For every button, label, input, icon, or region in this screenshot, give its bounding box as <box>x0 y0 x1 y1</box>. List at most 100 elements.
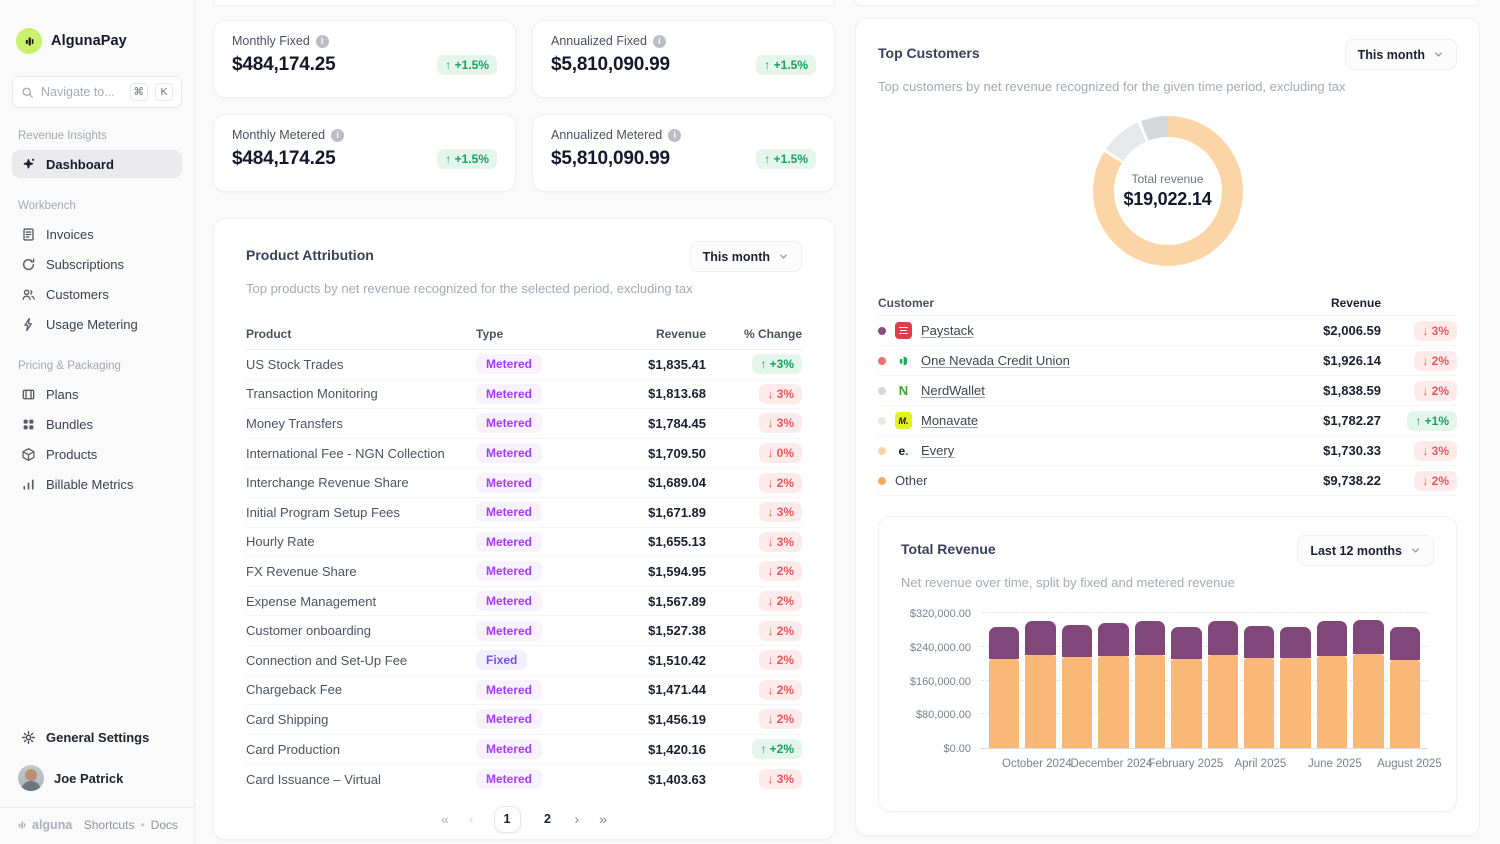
bar-chart-plot <box>981 612 1428 749</box>
stat-card-monthly-fixed: Monthly Fixed i $484,174.25 ↑ +1.5% <box>213 20 516 98</box>
main-content: Monthly Fixed i $484,174.25 ↑ +1.5% Annualiz… <box>195 0 1500 844</box>
change-badge: ↓ 2% <box>759 591 802 612</box>
type-badge: Metered <box>476 620 543 641</box>
left-column: Monthly Fixed i $484,174.25 ↑ +1.5% Annualiz… <box>213 0 835 844</box>
nav-section-label-revenue-insights: Revenue Insights <box>18 130 107 142</box>
product-revenue: $1,567.89 <box>648 593 706 609</box>
customer-row: One Nevada Credit Union $1,926.14 ↓ 2% <box>878 346 1457 376</box>
first-page-button[interactable]: « <box>441 811 449 828</box>
last-page-button[interactable]: » <box>599 811 607 828</box>
bar-february-2025 <box>1171 626 1202 748</box>
product-name: Initial Program Setup Fees <box>246 504 400 520</box>
type-badge: Metered <box>476 443 543 464</box>
x-axis-tick: October 2024 <box>1002 758 1072 770</box>
monavate-logo: M. <box>895 412 912 429</box>
customer-name[interactable]: NerdWallet <box>921 383 985 398</box>
total-revenue-period-dropdown[interactable]: Last 12 months <box>1297 535 1434 566</box>
stat-value: $5,810,090.99 <box>551 54 670 75</box>
stat-label: Monthly Metered <box>232 128 326 142</box>
product-revenue: $1,655.13 <box>648 534 706 550</box>
type-badge: Metered <box>476 769 543 790</box>
table-row: US Stock Trades Metered $1,835.41 ↑ +3% <box>246 350 802 380</box>
customer-name[interactable]: One Nevada Credit Union <box>921 353 1070 368</box>
table-row: Customer onboarding Metered $1,527.38 ↓ 2% <box>246 616 802 646</box>
sidebar-item-general-settings[interactable]: General Settings <box>12 723 182 751</box>
customer-name[interactable]: Monavate <box>921 413 979 428</box>
box-icon <box>20 386 36 402</box>
refresh-icon <box>20 256 36 272</box>
product-revenue: $1,671.89 <box>648 504 706 520</box>
product-revenue: $1,510.42 <box>648 652 706 668</box>
product-name: Card Shipping <box>246 711 329 727</box>
table-row: Transaction Monitoring Metered $1,813.68 ↓ … <box>246 380 802 410</box>
search-box[interactable]: ⌘ K <box>12 76 182 108</box>
footer-dot: • <box>140 818 145 832</box>
table-row: Initial Program Setup Fees Metered $1,671.… <box>246 498 802 528</box>
total-revenue-card: Total Revenue Last 12 months Net revenue… <box>878 516 1457 812</box>
user-name: Joe Patrick <box>54 770 124 786</box>
every-logo: e. <box>895 442 912 459</box>
page-button-2[interactable]: 2 <box>544 812 551 827</box>
chevron-down-icon <box>1435 52 1442 57</box>
top-customers-period-dropdown[interactable]: This month <box>1344 39 1457 70</box>
next-page-button[interactable]: › <box>574 811 580 828</box>
sidebar-item-billable-metrics[interactable]: Billable Metrics <box>12 470 182 498</box>
settings-label: General Settings <box>46 729 150 745</box>
x-axis-tick: February 2025 <box>1148 758 1224 770</box>
sidebar-item-usage-metering[interactable]: Usage Metering <box>12 310 182 338</box>
stat-label: Annualized Fixed <box>551 34 647 48</box>
sidebar-item-subscriptions[interactable]: Subscriptions <box>12 250 182 278</box>
prev-page-button[interactable]: ‹ <box>468 811 474 828</box>
change-badge: ↓ 3% <box>759 769 802 790</box>
user-row[interactable]: Joe Patrick <box>12 759 182 797</box>
type-badge: Metered <box>476 709 543 730</box>
customer-name[interactable]: Every <box>921 443 955 458</box>
change-badge: ↓ 2% <box>759 650 802 671</box>
sidebar-item-customers[interactable]: Customers <box>12 280 182 308</box>
table-row: Connection and Set-Up Fee Fixed $1,510.42 ↓… <box>246 646 802 676</box>
page-button-1[interactable]: 1 <box>493 805 521 833</box>
grid-icon <box>20 416 36 432</box>
x-axis-tick: August 2025 <box>1377 758 1442 770</box>
chevron-down-icon <box>1412 548 1419 553</box>
info-icon[interactable]: i <box>331 128 345 142</box>
shortcuts-link[interactable]: Shortcuts <box>83 818 135 832</box>
product-attribution-period-dropdown[interactable]: This month <box>689 241 802 272</box>
customer-name[interactable]: Paystack <box>921 323 974 338</box>
bar-march-2025 <box>1207 621 1238 748</box>
legend-dot <box>878 446 886 455</box>
donut-center-value: $19,022.14 <box>1123 189 1212 209</box>
sidebar-item-products[interactable]: Products <box>12 440 182 468</box>
type-badge: Metered <box>476 413 543 434</box>
stats-grid: Monthly Fixed i $484,174.25 ↑ +1.5% Annualiz… <box>213 20 835 192</box>
type-badge: Metered <box>476 561 543 582</box>
change-badge: ↑ +1.5% <box>437 149 497 169</box>
bar-november-2024 <box>1061 624 1093 748</box>
search-input[interactable] <box>41 85 123 99</box>
col-customer: Customer <box>878 295 935 310</box>
legend-dot <box>878 326 886 335</box>
info-icon[interactable]: i <box>668 128 682 142</box>
col-change: % Change <box>743 326 802 341</box>
change-badge: ↓ 2% <box>759 709 802 730</box>
paystack-logo <box>895 322 912 339</box>
type-badge: Metered <box>476 354 543 375</box>
bar-april-2025 <box>1243 625 1275 748</box>
info-icon[interactable]: i <box>315 34 329 48</box>
product-revenue: $1,835.41 <box>648 356 706 372</box>
sidebar-item-label: Customers <box>46 286 109 302</box>
docs-link[interactable]: Docs <box>150 818 178 832</box>
type-badge: Metered <box>476 472 543 493</box>
stat-label: Annualized Metered <box>551 128 663 142</box>
sidebar-item-plans[interactable]: Plans <box>12 380 182 408</box>
product-name: US Stock Trades <box>246 356 344 372</box>
sidebar-item-invoices[interactable]: Invoices <box>12 220 182 248</box>
info-icon[interactable]: i <box>652 34 666 48</box>
product-revenue: $1,527.38 <box>648 623 706 639</box>
col-customer-revenue: Revenue <box>1330 295 1381 310</box>
sidebar-item-label: Subscriptions <box>46 256 125 272</box>
table-row: International Fee - NGN Collection Metere… <box>246 439 802 469</box>
sidebar-item-bundles[interactable]: Bundles <box>12 410 182 438</box>
type-badge: Metered <box>476 502 543 523</box>
sidebar-item-dashboard[interactable]: Dashboard <box>12 150 182 178</box>
